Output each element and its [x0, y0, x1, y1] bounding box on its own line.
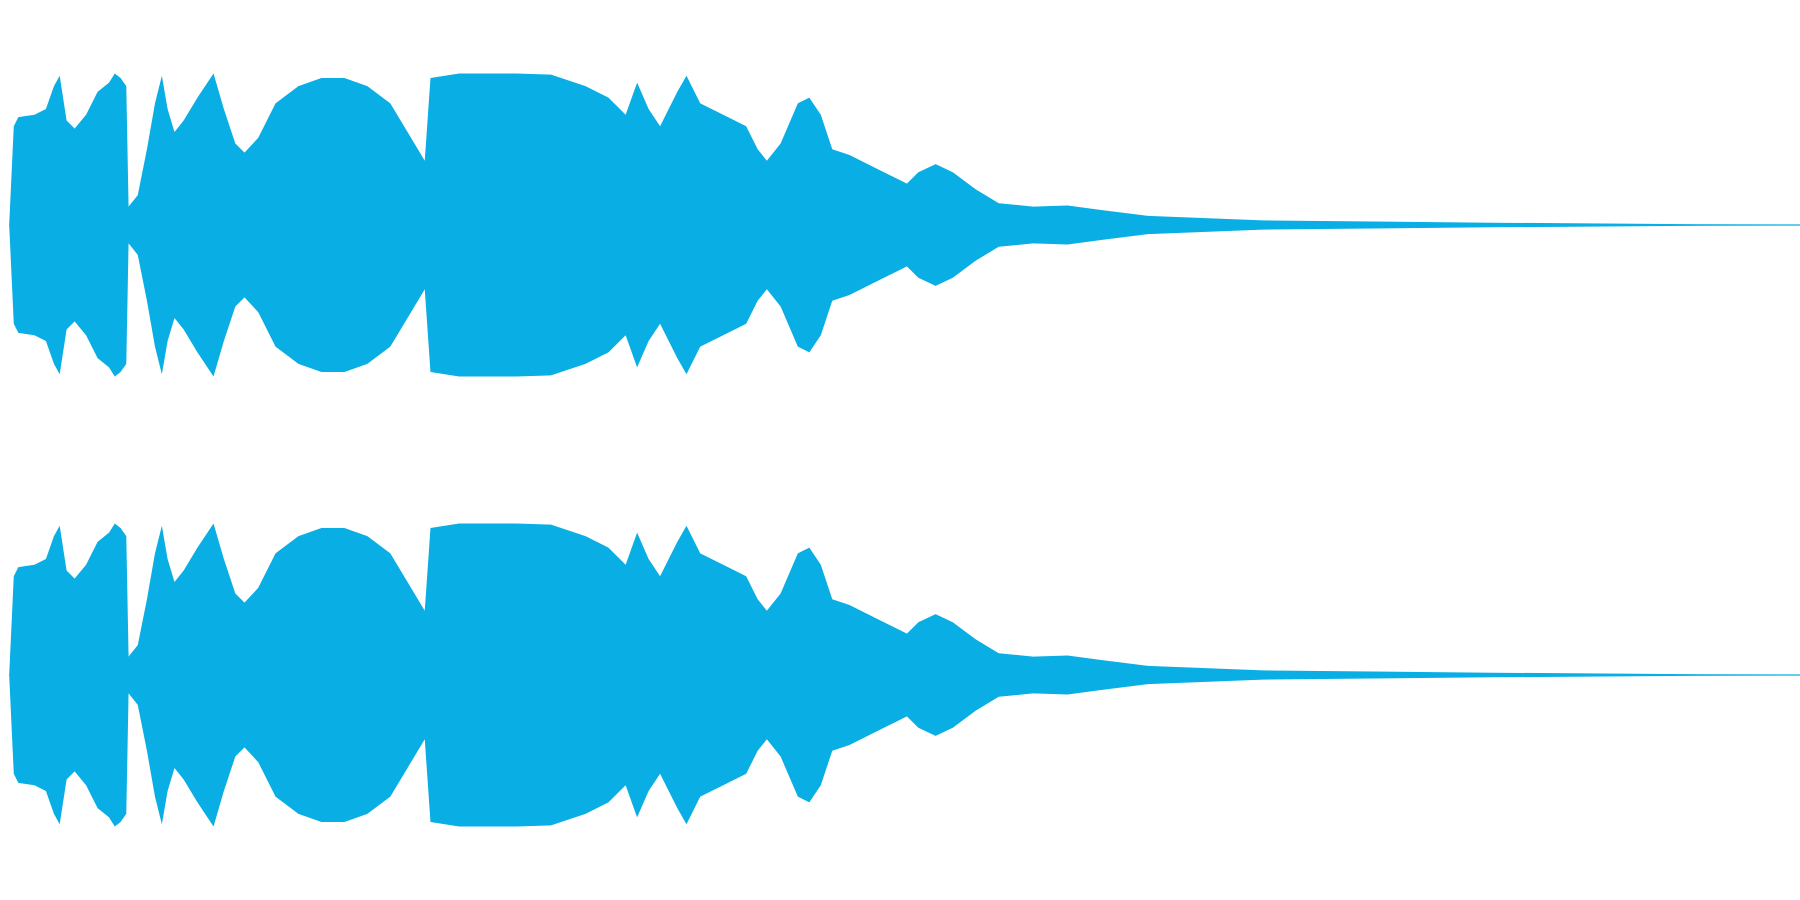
channel-left — [9, 73, 1800, 377]
channel-right — [9, 523, 1800, 827]
